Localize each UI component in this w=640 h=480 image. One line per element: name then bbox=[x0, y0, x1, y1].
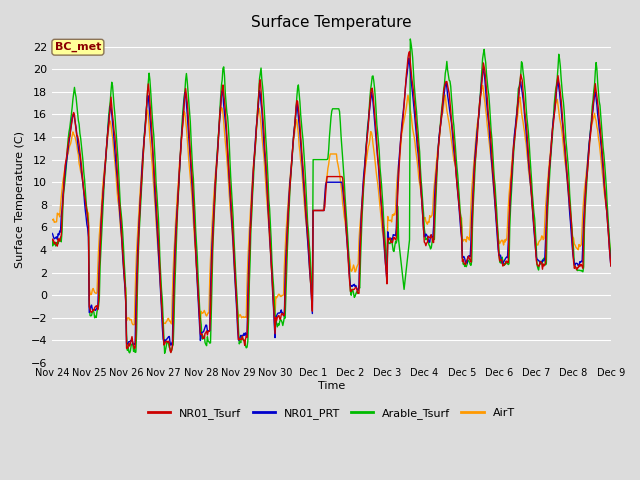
Text: BC_met: BC_met bbox=[54, 42, 101, 52]
Title: Surface Temperature: Surface Temperature bbox=[251, 15, 412, 30]
X-axis label: Time: Time bbox=[318, 381, 345, 391]
Y-axis label: Surface Temperature (C): Surface Temperature (C) bbox=[15, 131, 25, 268]
Legend: NR01_Tsurf, NR01_PRT, Arable_Tsurf, AirT: NR01_Tsurf, NR01_PRT, Arable_Tsurf, AirT bbox=[144, 403, 519, 423]
